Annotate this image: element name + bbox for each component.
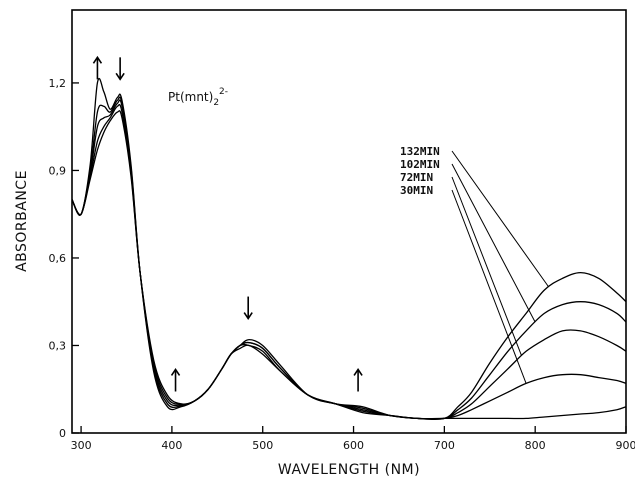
time-label: 132MIN <box>400 145 440 158</box>
spectrum-series-4 <box>71 77 627 421</box>
time-label: 30MIN <box>400 184 433 197</box>
y-tick-label: 0,6 <box>49 252 67 265</box>
annotation-leaders <box>451 150 550 384</box>
arrow-down-icon <box>115 72 125 81</box>
series-layer <box>71 77 627 421</box>
time-label-leader <box>451 176 523 356</box>
time-label-leader <box>451 163 536 323</box>
x-tick-label: 900 <box>616 439 635 452</box>
x-tick-label: 300 <box>71 439 92 452</box>
x-axis-title: WAVELENGTH (NM) <box>278 462 420 478</box>
x-tick-label: 500 <box>252 439 273 452</box>
time-label-leader <box>451 150 550 288</box>
x-tick-label: 600 <box>343 439 364 452</box>
y-tick-label: 1,2 <box>49 77 67 90</box>
arrow-up-icon <box>353 368 363 376</box>
time-label-leader <box>451 189 527 384</box>
formula-superscript: 2- <box>219 87 228 97</box>
y-tick-label: 0,9 <box>49 164 67 177</box>
arrow-up-icon <box>170 368 181 376</box>
arrow-down-icon <box>243 312 253 321</box>
y-axis-title: ABSORBANCE <box>14 170 30 272</box>
plot-frame <box>71 9 627 434</box>
spectrum-series-0 <box>71 110 627 420</box>
x-tick-label: 400 <box>161 439 182 452</box>
time-label: 72MIN <box>400 171 433 184</box>
labels-layer: 300 400 500 600 700 800 900 0 0,3 0,6 0,9 1,2 132MIN… <box>49 77 635 452</box>
formula-base: Pt(mnt) <box>168 90 213 104</box>
time-label: 102MIN <box>400 158 440 171</box>
y-tick-label: 0 <box>59 427 66 440</box>
change-arrows <box>92 55 363 392</box>
x-tick-label: 700 <box>434 439 455 452</box>
y-tick-label: 0,3 <box>49 339 67 352</box>
arrow-up-icon <box>92 55 103 64</box>
tick-layer <box>72 82 627 434</box>
formula-subscript: 2 <box>213 98 219 108</box>
spectrum-series-2 <box>71 99 627 420</box>
compound-formula: Pt(mnt)22- <box>168 87 228 108</box>
x-tick-label: 800 <box>525 439 546 452</box>
